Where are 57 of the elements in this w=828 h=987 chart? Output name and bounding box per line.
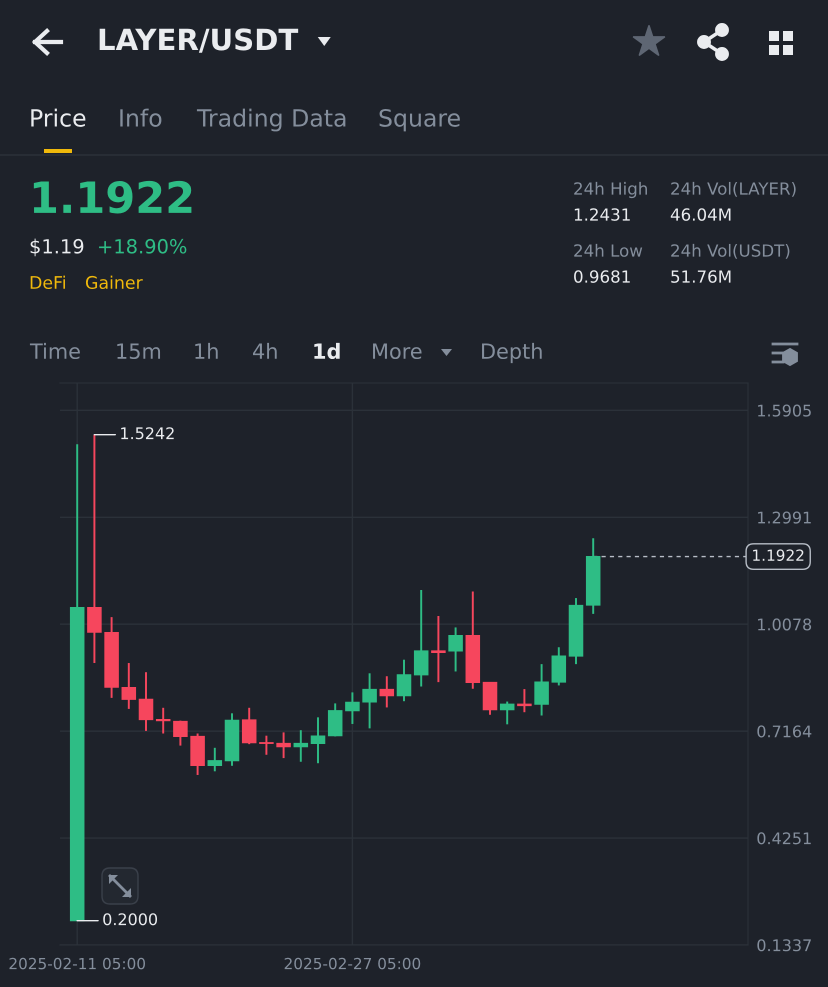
text: Square [380, 108, 460, 132]
candlestick [448, 626, 463, 672]
candlestick [259, 734, 274, 756]
candlestick [208, 746, 222, 772]
annotation: 0.2000 [103, 913, 158, 926]
y-tick-label: 1.5905 [758, 404, 811, 417]
text: 15m [117, 344, 160, 360]
candlestick [534, 663, 549, 716]
candlestick [294, 729, 308, 763]
text: 1.2431 [574, 208, 630, 221]
y-tick-label: 0.1337 [757, 939, 811, 952]
text: Time [30, 342, 80, 360]
candlestick [138, 671, 154, 732]
text: 51.76M [671, 270, 730, 283]
text: Trading Data [196, 108, 346, 132]
candlestick [500, 700, 514, 726]
text: 0.9681 [574, 270, 630, 283]
text: DeFi [30, 276, 65, 290]
y-tick-label: 1.0078 [758, 618, 812, 630]
candlestick [380, 675, 394, 708]
candlestick [242, 706, 256, 746]
candlestick [362, 672, 377, 730]
annotation: 1.5242 [121, 427, 174, 440]
text: Gainer [86, 276, 143, 290]
text: 24h Vol(LAYER) [671, 182, 796, 197]
y-tick-label: 0.7164 [757, 725, 812, 738]
text: 1h [195, 342, 218, 359]
y-tick-label: 0.4251 [757, 832, 811, 844]
x-tick-label: 2025-02-27 05:00 [284, 958, 420, 970]
text: +18.90% [99, 238, 186, 254]
candlestick [122, 662, 136, 710]
candlestick [310, 716, 326, 764]
text: More [373, 344, 422, 360]
candlestick [431, 615, 446, 684]
candlestick [156, 706, 170, 734]
x-tick-label: 2025-02-11 05:00 [9, 958, 146, 970]
text: $1.19 [30, 238, 84, 256]
candlestick [396, 658, 412, 702]
text: 24h Low [574, 244, 642, 257]
y-tick-label: 1.2991 [758, 512, 811, 524]
candlestick [276, 731, 291, 760]
text: Depth [482, 342, 542, 364]
text: Price [31, 108, 86, 127]
candlestick [345, 691, 360, 725]
text: 24h High [574, 182, 647, 198]
ref-line-label: 1.1922 [753, 549, 804, 561]
text: 24h Vol(USDT) [671, 244, 790, 259]
candlestick [87, 434, 102, 664]
text: 1.1922 [34, 180, 192, 214]
candlestick [414, 589, 428, 688]
text: 1d [314, 342, 340, 360]
text: 46.04M [670, 208, 730, 221]
text: 4h [253, 342, 277, 359]
text: Info [120, 108, 162, 127]
candlestick [517, 688, 532, 714]
chart-title: LAYER/USDT [100, 28, 298, 53]
candlestick [173, 720, 188, 747]
